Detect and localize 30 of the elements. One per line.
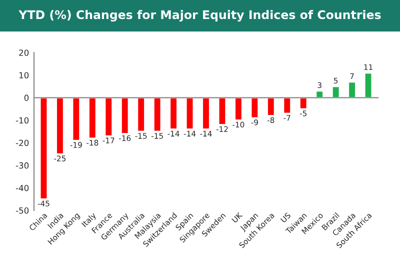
bar [282, 96, 292, 114]
bar [315, 90, 324, 98]
y-tick-label: -10 [16, 117, 29, 124]
y-tick-label: 20 [19, 50, 29, 56]
chart-title: YTD (%) Changes for Major Equity Indices of Countries [18, 10, 381, 22]
bar [185, 96, 194, 130]
bar [250, 96, 260, 119]
y-tick-label: -20 [16, 140, 29, 146]
bar [152, 96, 162, 132]
bar [120, 96, 130, 134]
bar [299, 96, 308, 110]
bar [136, 96, 146, 132]
y-tick-label: -50 [16, 207, 29, 214]
bar [364, 72, 373, 98]
bar [234, 96, 243, 121]
bar [266, 96, 276, 116]
bar [56, 96, 64, 155]
bar [104, 96, 113, 137]
bar [39, 96, 48, 200]
bar [88, 96, 97, 139]
y-tick-label: -30 [16, 162, 29, 169]
y-tick-label: -40 [16, 184, 29, 192]
bar [169, 96, 178, 130]
bar [202, 96, 210, 130]
bar [72, 96, 81, 142]
bar [218, 96, 227, 126]
bar [331, 86, 340, 98]
y-tick-label: 0 [24, 94, 29, 101]
bar [348, 81, 356, 98]
y-tick-label: 10 [19, 72, 29, 78]
